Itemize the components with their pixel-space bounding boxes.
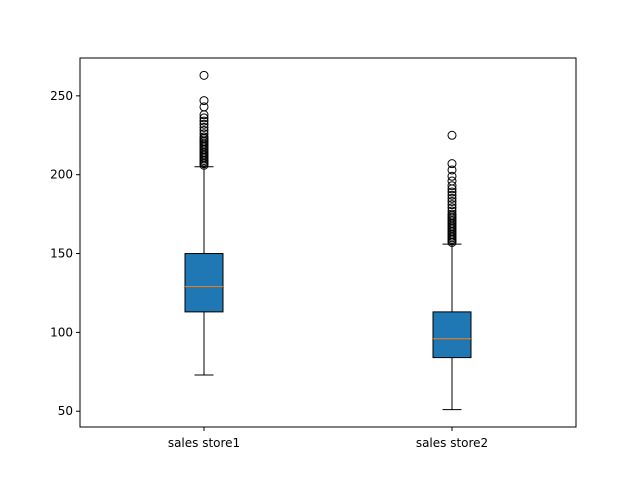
- y-tick-label: 250: [50, 89, 73, 103]
- axes-frame: [79, 57, 577, 428]
- box: [184, 253, 224, 313]
- x-tick-label: sales store2: [416, 436, 488, 450]
- outlier-point: [199, 129, 209, 139]
- y-tick-label: 50: [58, 404, 73, 418]
- outlier-point: [447, 181, 457, 191]
- outlier-point: [447, 206, 457, 216]
- outlier-point: [199, 96, 209, 106]
- outlier-point: [447, 193, 457, 203]
- outlier-point: [447, 187, 457, 197]
- outlier-point: [199, 119, 209, 129]
- outlier-point: [447, 200, 457, 210]
- outlier-point: [447, 176, 457, 186]
- outlier-point: [447, 190, 457, 200]
- y-tick-label: 200: [50, 168, 73, 182]
- outlier-point: [447, 171, 457, 181]
- outlier-point: [447, 165, 457, 175]
- plot-area: 50 100 150 200 250 sales store1 sales store2: [50, 57, 577, 450]
- outlier-point: [447, 197, 457, 206]
- box: [432, 311, 472, 359]
- y-tick-label: 150: [50, 247, 73, 261]
- outlier-point: [199, 122, 209, 132]
- outlier-point: [447, 203, 457, 213]
- outlier-point: [447, 209, 457, 219]
- y-tick-label: 100: [50, 325, 73, 339]
- outlier-point: [199, 102, 209, 112]
- outlier-point: [447, 130, 457, 140]
- outlier-point: [199, 116, 209, 126]
- outlier-point: [199, 132, 209, 142]
- outlier-point: [199, 113, 209, 123]
- x-tick-label: sales store1: [168, 436, 240, 450]
- outlier-point: [199, 70, 209, 80]
- outlier-point: [447, 159, 457, 169]
- outlier-point: [199, 126, 209, 136]
